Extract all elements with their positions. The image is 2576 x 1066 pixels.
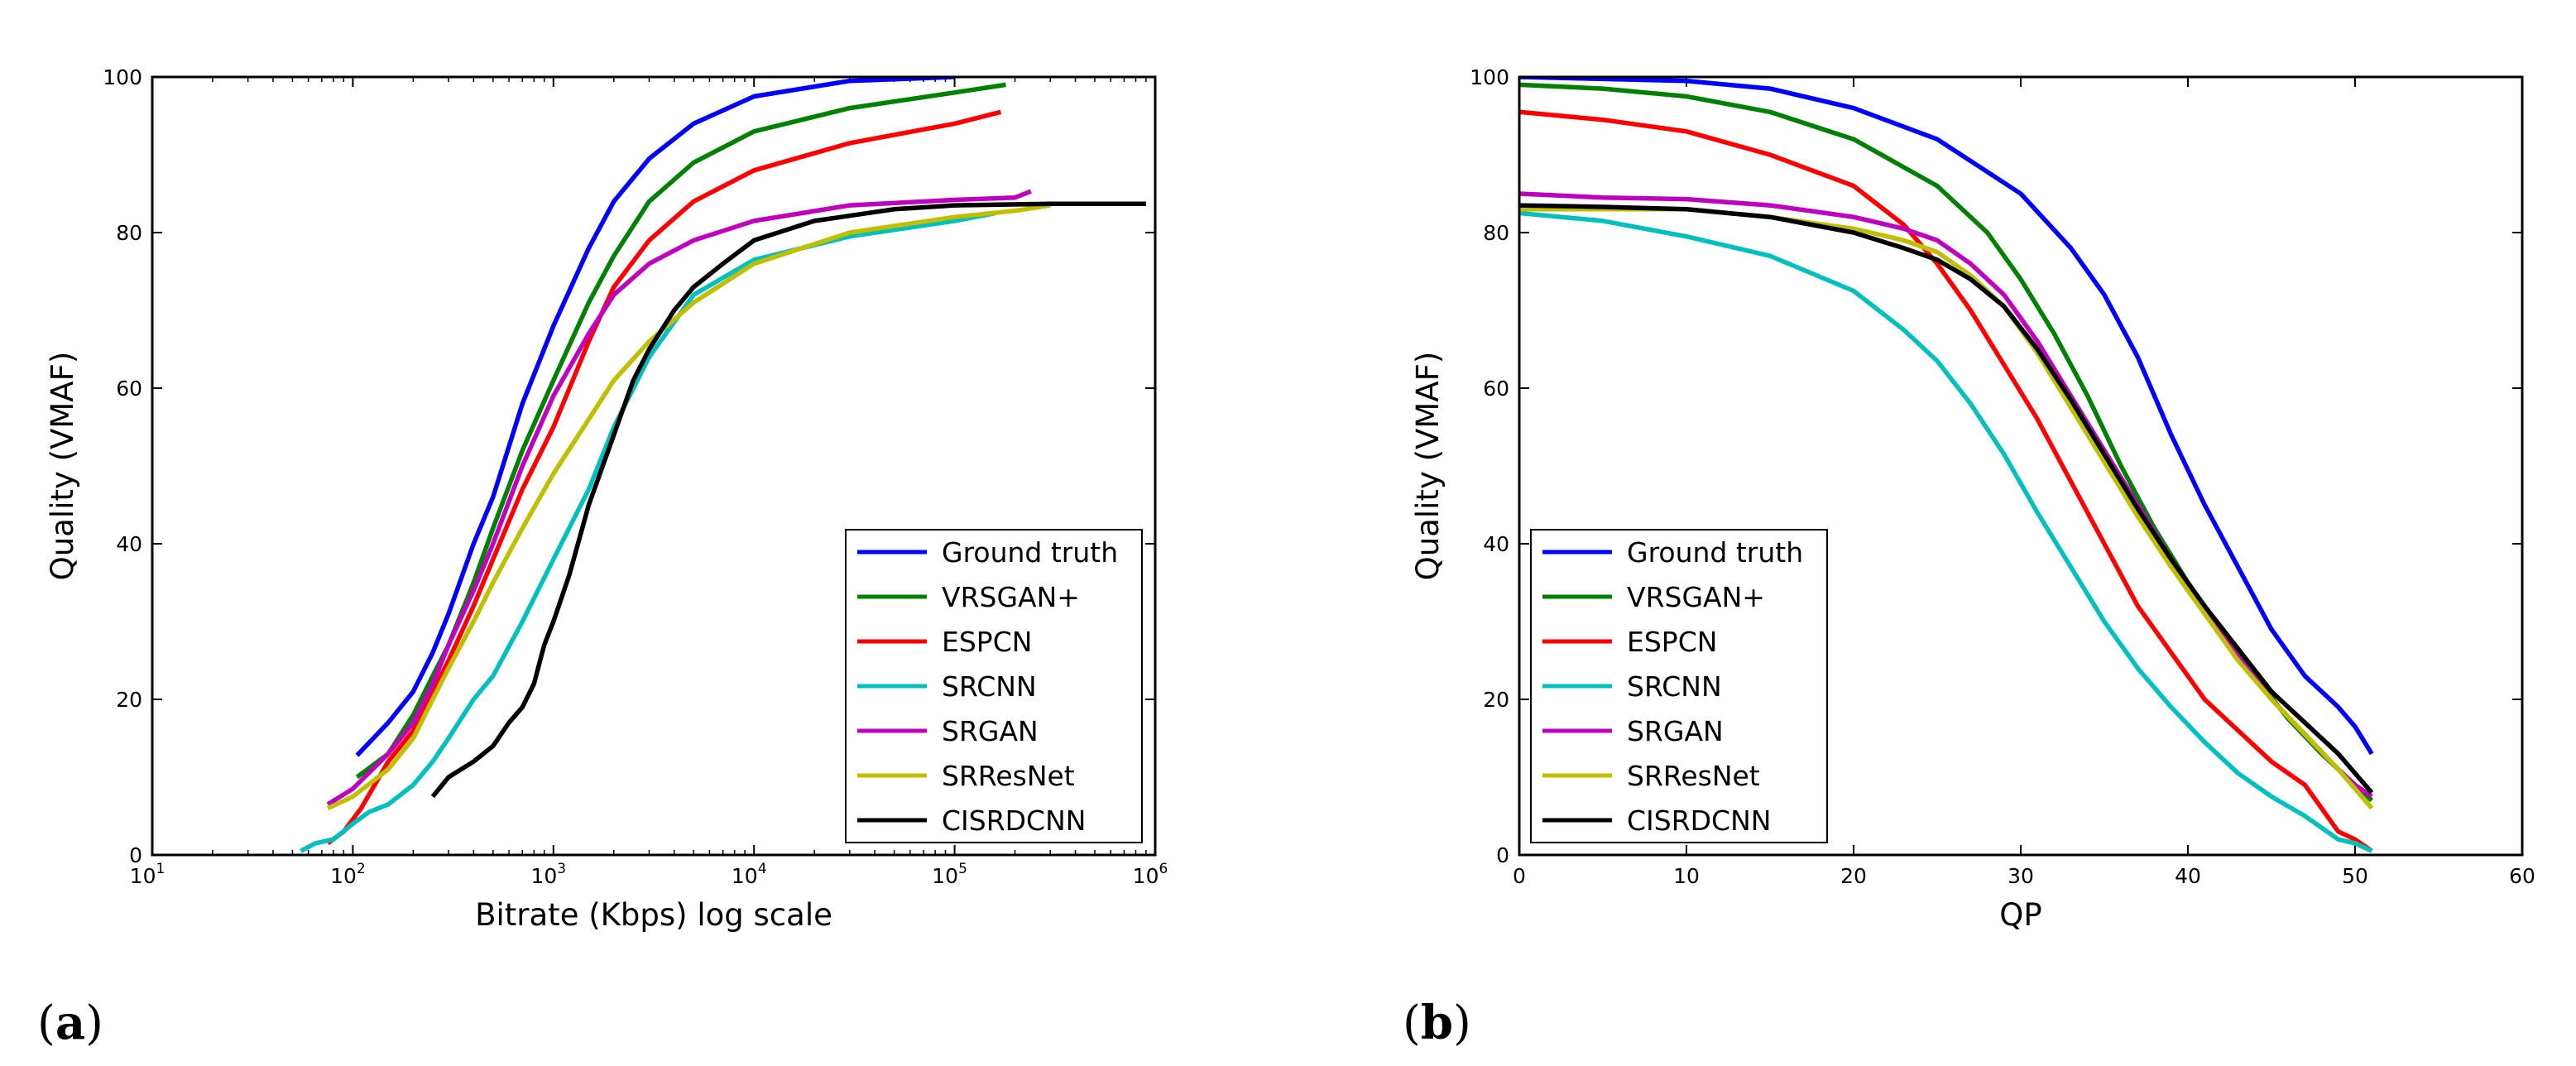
x-tick-label: 104 [732,861,767,888]
series-line-srcnn [1519,210,2373,853]
legend-entry-label: SRGAN [942,715,1039,747]
series-line-srcnn [300,210,996,853]
panel-label-open: ( [1403,996,1421,1050]
panel-label: (b) [1403,996,1471,1050]
x-tick-label: 10 [1673,864,1700,888]
legend-entry-label: SRGAN [1627,715,1724,747]
series-line-ground-truth [355,77,955,757]
chart-panel-b: 0 20 40 60 80 100 0 10 20 30 40 50 60 QP Quality (VMAF… [1403,65,2535,1050]
axes-frame [151,75,1157,857]
series-lines [1519,77,2374,853]
series-line-vrsgan- [355,82,1006,780]
series-line-cisrdcnn [430,201,1146,799]
y-tick-label: 0 [129,843,142,867]
y-tick-label: 60 [116,377,142,401]
x-tick-label: 50 [2342,864,2368,888]
x-tick-label-exponent: 4 [758,861,767,877]
y-tick-label: 80 [1483,221,1509,245]
x-axis-title: Bitrate (Kbps) log scale [475,897,832,933]
legend-entry-label: SRResNet [1627,760,1760,792]
legend-entry-label: ESPCN [1627,626,1717,658]
panel-label-close: ) [85,996,103,1050]
x-tick-label-exponent: 3 [557,861,566,877]
series-line-espcn [1519,109,2373,853]
series-line-srresnet [326,203,1051,811]
y-tick-label: 20 [1483,688,1509,712]
legend-entry-label: SRCNN [1627,670,1722,703]
legend: Ground truth VRSGAN+ ESPCN SRCNN SRGAN SRResN… [1530,529,1828,843]
legend-entry-label: ESPCN [942,626,1032,658]
x-tick-label-base: 10 [130,864,156,888]
x-tick-label: 102 [330,861,366,888]
legend-entry-label: SRCNN [942,670,1037,703]
x-tick-label: 105 [932,861,967,888]
panel-label: (a) [37,996,103,1050]
legend-entry-label: Ground truth [1627,536,1803,569]
x-tick-label-base: 10 [330,864,357,888]
panel-label-letter: a [55,996,85,1050]
x-tick-label: 103 [530,861,566,888]
x-tick-label-base: 10 [1133,864,1159,888]
panel-label-open: ( [37,996,55,1050]
y-axis-title: Quality (VMAF) [45,352,80,581]
y-tick-label: 20 [116,688,142,712]
x-tick-label-exponent: 5 [958,861,967,877]
x-tick-label: 40 [2175,864,2201,888]
series-line-espcn [326,109,1002,846]
y-tick-label: 100 [103,65,142,89]
x-tick-label-base: 10 [732,864,758,888]
series-line-srgan [326,189,1032,807]
legend-entry-label: SRResNet [942,760,1075,792]
y-tick-label: 80 [116,221,142,245]
x-tick-label-exponent: 6 [1158,861,1168,877]
axes-frame [1518,75,2524,857]
legend-entry-label: CISRDCNN [1627,804,1771,837]
legend-entry-label: VRSGAN+ [1627,581,1765,613]
x-axis-title: QP [1999,897,2041,933]
x-tick-label-exponent: 1 [156,861,165,877]
y-tick-label: 100 [1470,65,1509,89]
x-tick-label-exponent: 2 [357,861,366,877]
y-tick-label: 0 [1496,843,1509,867]
panel-label-letter: b [1421,996,1453,1050]
x-tick-label: 30 [2008,864,2034,888]
x-tick-label: 0 [1513,864,1526,888]
x-tick-label-base: 10 [530,864,557,888]
x-tick-label: 20 [1840,864,1867,888]
x-tick-label: 101 [130,861,165,888]
series-line-cisrdcnn [1519,203,2374,795]
x-tick-label: 106 [1133,861,1168,888]
legend-entry-label: Ground truth [942,536,1118,569]
legend-entry-label: CISRDCNN [942,804,1086,837]
y-tick-label: 40 [1483,532,1509,556]
x-tick-label: 60 [2509,864,2535,888]
x-tick-label-base: 10 [932,864,958,888]
y-tick-label: 60 [1483,377,1509,401]
y-tick-label: 40 [116,532,142,556]
y-axis-title: Quality (VMAF) [1410,352,1446,581]
series-line-ground-truth [1519,77,2374,756]
legend: Ground truth VRSGAN+ ESPCN SRCNN SRGAN SRResN… [845,529,1143,843]
panel-label-close: ) [1453,996,1471,1050]
legend-entry-label: VRSGAN+ [942,581,1080,613]
series-lines [300,77,1146,853]
